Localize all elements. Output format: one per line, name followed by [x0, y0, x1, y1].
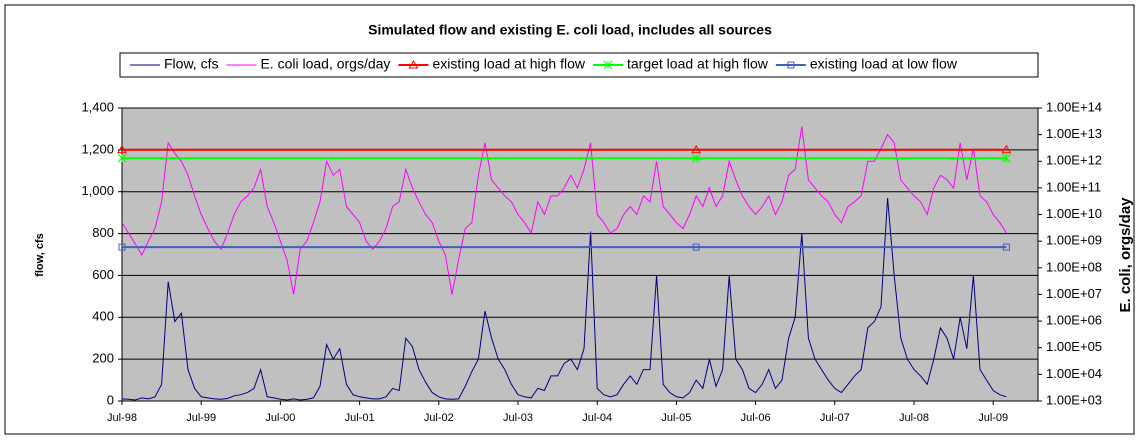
legend-label: target load at high flow: [627, 56, 769, 72]
x-tick-label: Jul-02: [424, 412, 454, 424]
legend-item: existing load at high flow: [398, 56, 586, 72]
series-line: [121, 197, 1007, 401]
marker: [1001, 144, 1012, 154]
y2-tick-label: 1.00E+14: [1046, 99, 1102, 114]
marker: [408, 59, 419, 69]
plot-area: [121, 107, 1039, 402]
marker: [692, 243, 700, 251]
x-tick-label: Jul-07: [820, 412, 850, 424]
marker: [117, 153, 127, 163]
y-tick-label: 800: [92, 225, 114, 240]
y2-tick-label: 1.00E+03: [1046, 392, 1102, 407]
x-tick-label: Jul-03: [503, 412, 533, 424]
y-tick-label: 200: [92, 351, 114, 366]
x-tick-label: Jul-04: [582, 412, 612, 424]
marker: [603, 60, 613, 70]
y2-tick-label: 1.00E+06: [1046, 313, 1102, 328]
y2-tick-label: 1.00E+05: [1046, 339, 1102, 354]
marker: [691, 153, 701, 163]
marker: [1002, 153, 1011, 163]
legend-item: E. coli load, orgs/day: [226, 56, 390, 72]
y2-tick-label: 1.00E+10: [1046, 206, 1102, 221]
y2-tick-label: 1.00E+11: [1046, 179, 1101, 194]
x-tick-label: Jul-09: [978, 412, 1008, 424]
x-tick-label: Jul-00: [265, 412, 295, 424]
chart-title: Simulated flow and existing E. coli load…: [368, 22, 772, 38]
y-tick-label: 1,000: [81, 183, 114, 198]
x-tick-label: Jul-99: [186, 412, 216, 424]
y2-tick-label: 1.00E+12: [1046, 153, 1102, 168]
x-tick-label: Jul-05: [661, 412, 691, 424]
y-axis-label: flow, cfs: [34, 233, 46, 277]
y2-axis-label: E. coli, orgs/day: [1117, 197, 1134, 313]
y2-tick-label: 1.00E+09: [1046, 233, 1102, 248]
x-tick-label: Jul-98: [107, 412, 137, 424]
x-tick-label: Jul-06: [741, 412, 771, 424]
legend-item: target load at high flow: [592, 56, 769, 72]
y2-tick-label: 1.00E+07: [1046, 286, 1102, 301]
legend-label: existing load at high flow: [432, 56, 585, 72]
series-line: [121, 126, 1007, 295]
y-tick-label: 600: [92, 267, 114, 282]
y-tick-label: 1,200: [81, 141, 114, 156]
x-tick-label: Jul-01: [345, 412, 375, 424]
y2-tick-label: 1.00E+13: [1046, 126, 1102, 141]
y-tick-label: 400: [92, 309, 114, 324]
marker: [117, 144, 127, 154]
legend-label: existing load at low flow: [810, 56, 958, 72]
y2-tick-label: 1.00E+08: [1046, 259, 1102, 274]
x-tick-label: Jul-08: [899, 412, 929, 424]
legend-item: existing load at low flow: [775, 56, 958, 72]
y-tick-label: 0: [107, 392, 114, 407]
y-tick-label: 1,400: [81, 99, 114, 114]
legend-label: E. coli load, orgs/day: [260, 56, 390, 72]
marker: [691, 144, 702, 154]
y2-tick-label: 1.00E+04: [1046, 366, 1102, 381]
marker: [787, 61, 795, 69]
legend-box: [119, 52, 1039, 78]
legend-label: Flow, cfs: [164, 56, 218, 72]
legend-item: Flow, cfs: [130, 56, 218, 72]
marker: [1002, 243, 1010, 251]
marker: [118, 243, 126, 251]
